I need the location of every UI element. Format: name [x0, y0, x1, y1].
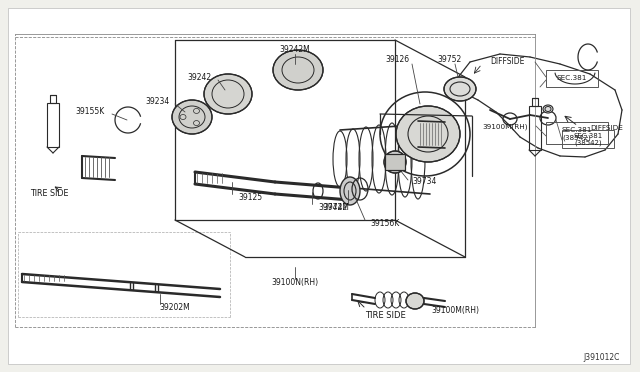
Bar: [546, 70, 598, 87]
Ellipse shape: [406, 293, 424, 309]
Text: TIRE SIDE: TIRE SIDE: [30, 189, 68, 199]
Ellipse shape: [204, 74, 252, 114]
Ellipse shape: [396, 106, 460, 162]
Text: 39742M: 39742M: [318, 202, 349, 212]
Text: 39202M: 39202M: [159, 302, 190, 311]
Text: SEC.381: SEC.381: [573, 133, 603, 139]
Bar: [546, 122, 608, 144]
Bar: [529, 106, 541, 150]
Text: 39734: 39734: [412, 177, 436, 186]
Text: 39155K: 39155K: [76, 108, 105, 116]
Text: 39125: 39125: [238, 192, 262, 202]
Text: SEC.381: SEC.381: [562, 127, 592, 133]
Text: 39100N(RH): 39100N(RH): [271, 278, 319, 286]
Text: 39242: 39242: [188, 74, 212, 83]
Ellipse shape: [543, 105, 553, 113]
Bar: [385, 154, 405, 170]
Text: 39126: 39126: [386, 55, 410, 64]
Text: SEC.381: SEC.381: [557, 75, 587, 81]
Text: (38542): (38542): [563, 135, 591, 141]
Text: 39100M(RH): 39100M(RH): [431, 305, 479, 314]
Bar: [532, 98, 538, 106]
Ellipse shape: [172, 100, 212, 134]
Text: DIFFSIDE: DIFFSIDE: [490, 57, 524, 65]
Bar: [385, 154, 405, 170]
Text: 39234: 39234: [146, 97, 170, 106]
Ellipse shape: [384, 151, 406, 173]
Bar: [47, 103, 59, 147]
Bar: [562, 130, 614, 148]
Text: J391012C: J391012C: [584, 353, 620, 362]
Text: 39100M(RH): 39100M(RH): [483, 124, 528, 130]
Ellipse shape: [380, 92, 470, 176]
Text: 39156K: 39156K: [370, 218, 399, 228]
Text: 39752: 39752: [438, 55, 462, 64]
Ellipse shape: [444, 77, 476, 101]
Text: 39742: 39742: [324, 202, 348, 212]
Text: TIRE SIDE: TIRE SIDE: [365, 311, 405, 320]
Text: 39242M: 39242M: [280, 45, 310, 55]
Ellipse shape: [273, 50, 323, 90]
Bar: [50, 95, 56, 103]
Text: DIFFSIDE: DIFFSIDE: [590, 125, 623, 131]
Ellipse shape: [340, 177, 360, 205]
Text: (38542): (38542): [574, 140, 602, 146]
